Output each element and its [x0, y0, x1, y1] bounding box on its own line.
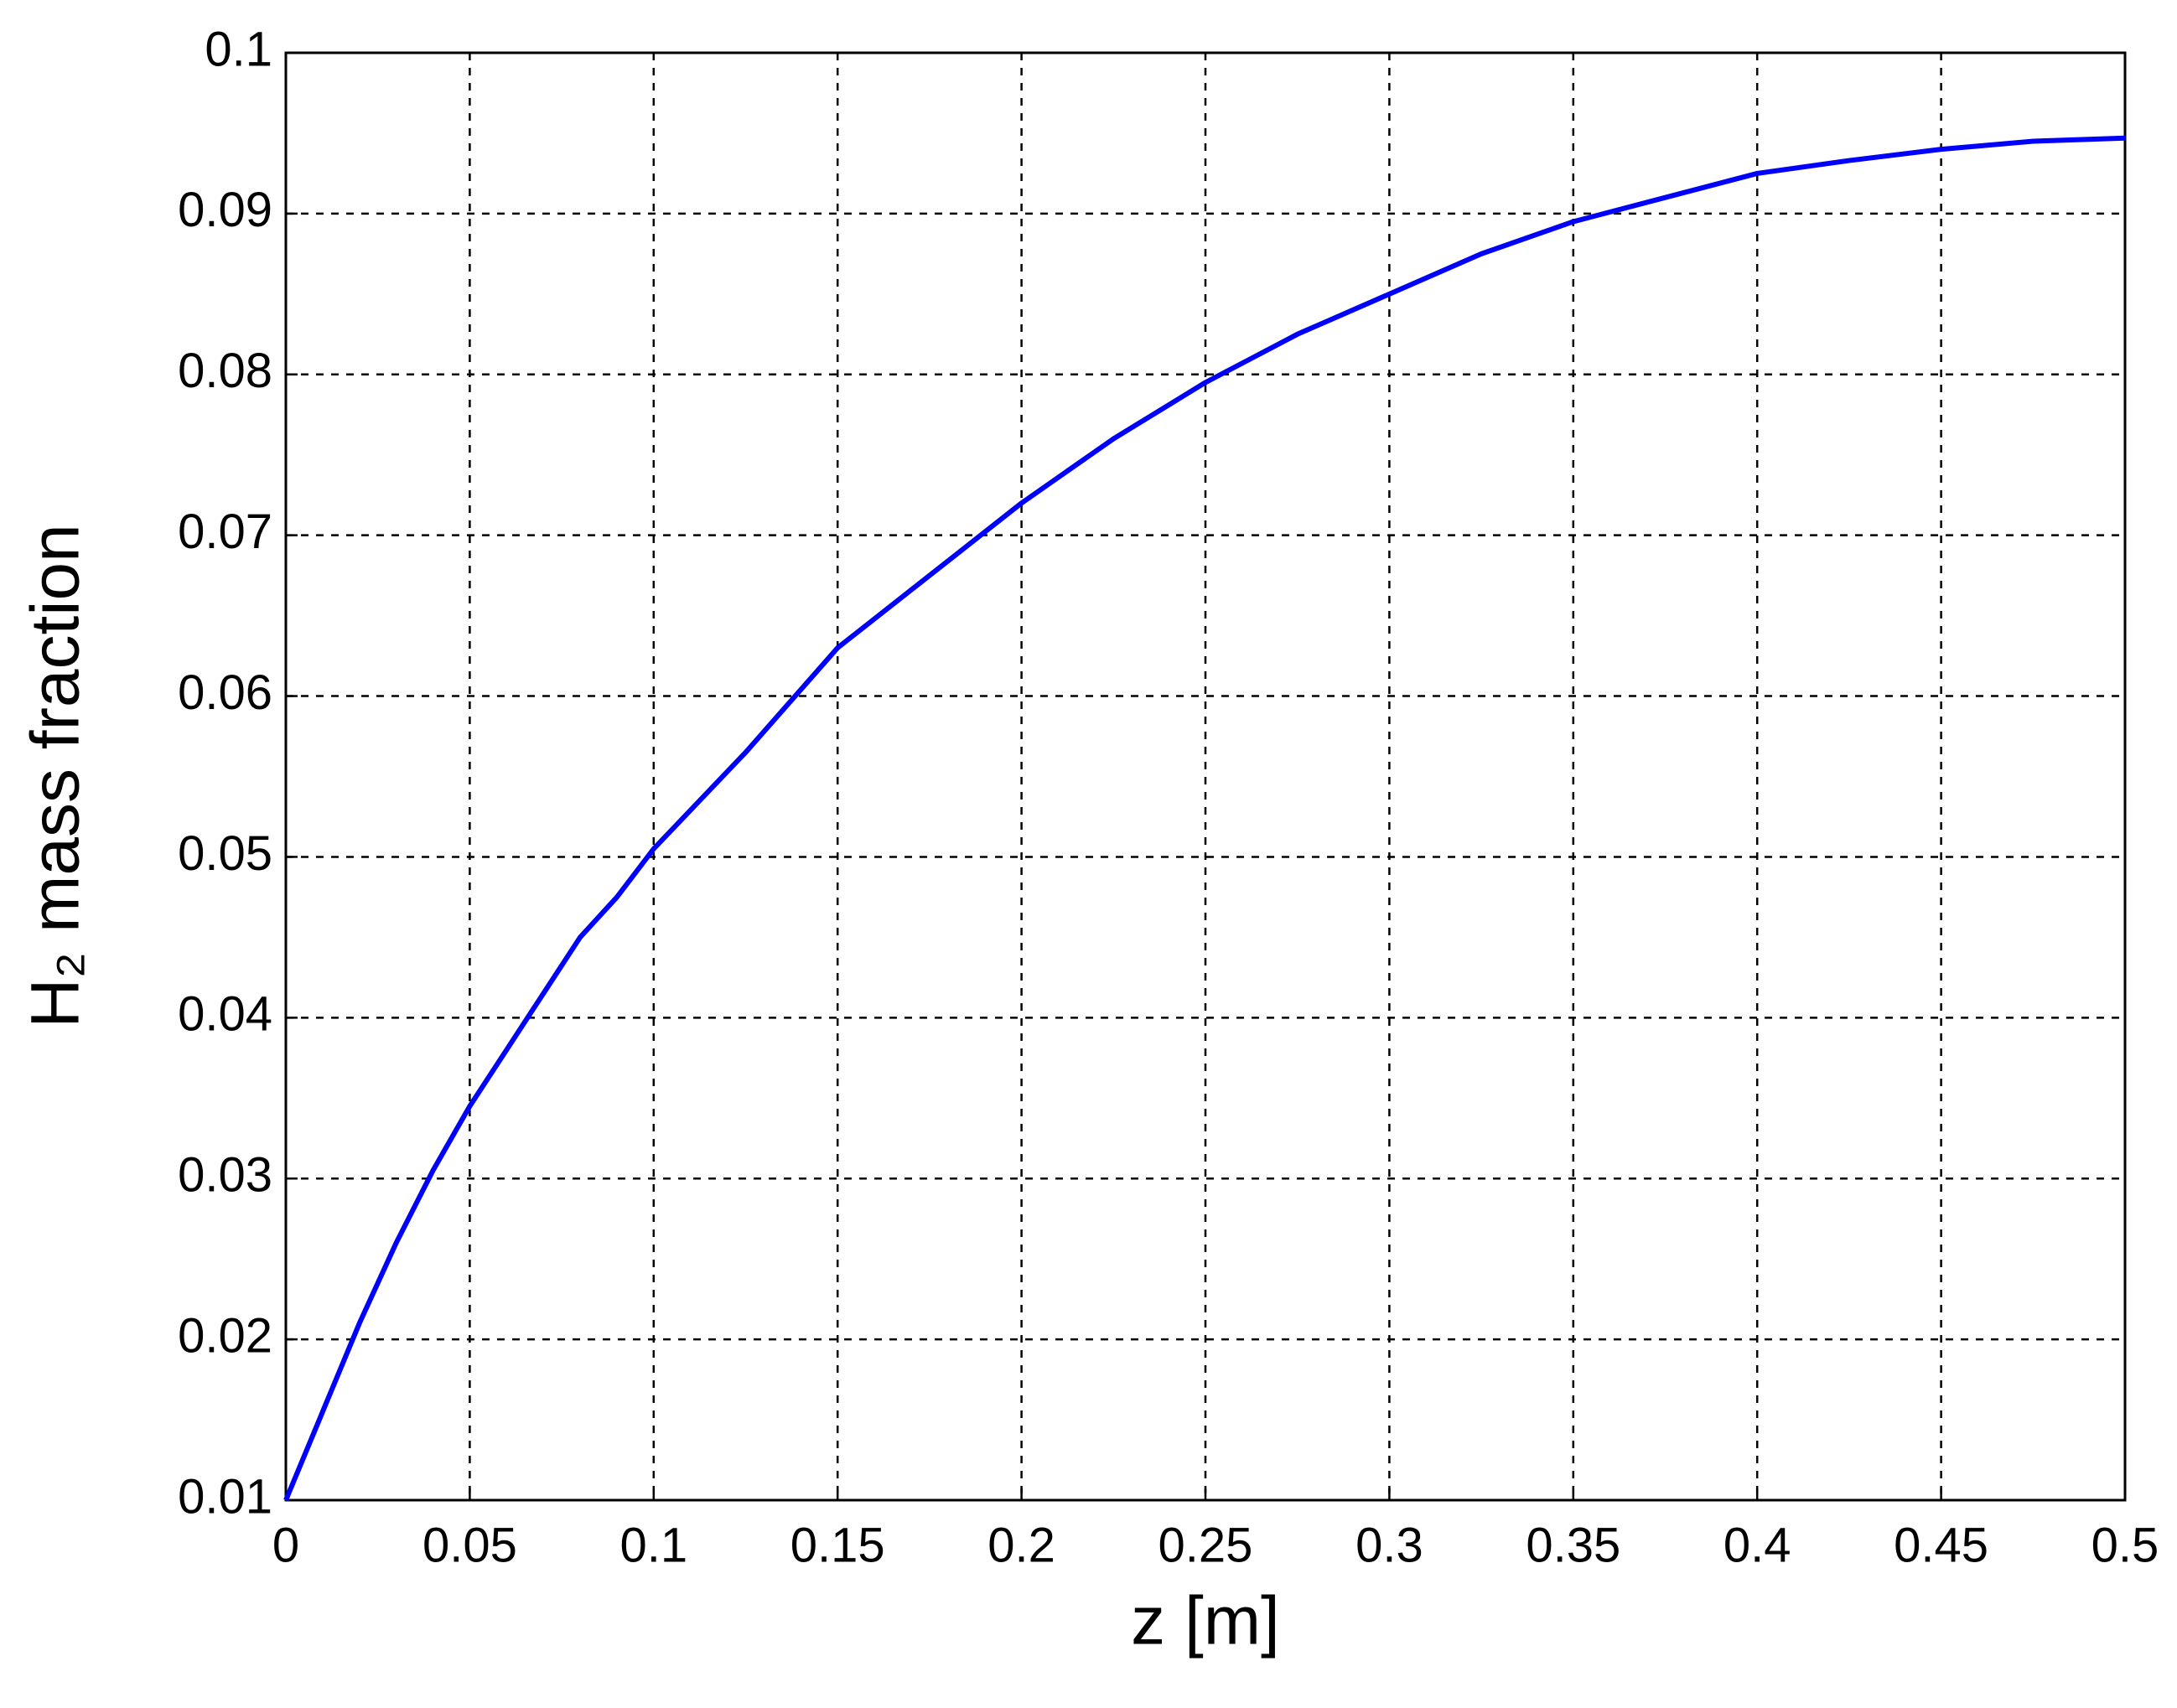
x-tick-label: 0.3 — [1355, 1518, 1423, 1572]
x-tick-label: 0.05 — [422, 1518, 517, 1572]
x-tick-label: 0.2 — [987, 1518, 1055, 1572]
x-tick-label: 0.15 — [790, 1518, 885, 1572]
x-tick-label: 0.4 — [1723, 1518, 1791, 1572]
y-tick-label: 0.1 — [205, 22, 272, 76]
y-tick-label: 0.05 — [178, 826, 272, 881]
x-tick-label: 0.5 — [2091, 1518, 2159, 1572]
y-tick-label: 0.06 — [178, 665, 272, 720]
x-tick-label: 0.25 — [1158, 1518, 1253, 1572]
x-tick-label: 0 — [272, 1518, 299, 1572]
y-tick-label: 0.01 — [178, 1469, 272, 1524]
y-axis-label: H₂ mass fraction — [18, 524, 94, 1027]
x-tick-label: 0.35 — [1526, 1518, 1620, 1572]
x-axis-label: z [m] — [1131, 1583, 1280, 1659]
y-tick-label: 0.09 — [178, 183, 272, 237]
x-tick-label: 0.1 — [619, 1518, 687, 1572]
y-tick-label: 0.08 — [178, 344, 272, 398]
y-tick-label: 0.03 — [178, 1148, 272, 1203]
plot-frame — [284, 51, 2127, 1502]
y-tick-label: 0.07 — [178, 505, 272, 559]
y-tick-label: 0.04 — [178, 987, 272, 1042]
data-line — [283, 135, 2126, 1502]
y-tick-label: 0.02 — [178, 1308, 272, 1363]
x-tick-label: 0.45 — [1894, 1518, 1988, 1572]
